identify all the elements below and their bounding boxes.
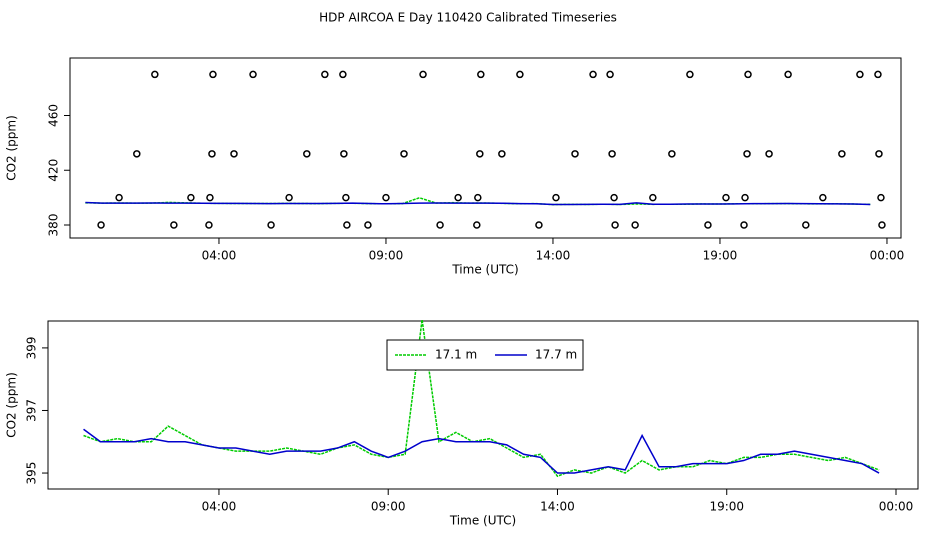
x-axis-label: Time (UTC) [449,514,516,528]
flag-point [206,193,214,202]
flag-point [170,221,178,229]
flag-point [722,193,730,202]
flag-point [571,150,579,158]
flag-point [740,221,748,229]
flag-point [878,221,886,229]
flag-point [608,150,616,158]
x-tick-label: 00:00 [870,249,905,263]
chart-title: HDP AIRCOA E Day 110420 Calibrated Times… [319,11,617,25]
x-tick-label: 09:00 [371,500,406,514]
flag-point [743,150,751,158]
flag-point [819,193,827,202]
flag-point [285,193,293,202]
flag-point [342,193,350,202]
flag-point [267,221,275,229]
flag-point [552,193,560,202]
x-axis-label: Time (UTC) [451,263,518,277]
flag-point [649,193,657,202]
legend-label: 17.7 m [535,348,577,362]
flag-point [875,150,883,158]
flag-point [400,150,408,158]
flag-point [802,221,810,229]
flag-point [765,150,773,158]
legend: 17.1 m 17.7 m [386,339,584,371]
x-tick-label: 09:00 [369,249,404,263]
plot-frame [69,57,902,239]
series-line [85,201,871,206]
x-tick-label: 04:00 [202,249,237,263]
flag-point [230,150,238,158]
flag-point [741,193,749,202]
flag-point [784,70,792,79]
flag-point [631,221,639,229]
flag-point [589,70,597,79]
flag-point [364,221,372,229]
flag-point [668,150,676,158]
flag-point [535,221,543,229]
flag-point [187,193,195,202]
flag-point [340,150,348,158]
flag-point [838,150,846,158]
y-tick-label: 380 [47,214,61,237]
x-tick-label: 04:00 [202,500,237,514]
y-tick-label: 395 [25,462,39,485]
series-line [83,428,880,474]
flag-point [343,221,351,229]
x-tick-label: 14:00 [536,249,571,263]
flag-point [606,70,614,79]
flag-point [610,193,618,202]
flag-point [205,221,213,229]
flag-point [686,70,694,79]
y-tick-label: 399 [25,336,39,359]
flag-point [856,70,864,79]
flag-point [339,70,347,79]
flag-point [419,70,427,79]
flag-point [704,221,712,229]
flag-point [477,70,485,79]
x-tick-label: 14:00 [540,500,575,514]
flag-point [476,150,484,158]
flag-point [516,70,524,79]
x-tick-label: 00:00 [879,500,914,514]
flag-point [436,221,444,229]
flag-point [209,70,217,79]
y-tick-label: 397 [25,399,39,422]
flag-point [877,193,885,202]
y-axis-label: CO2 (ppm) [5,372,19,438]
flag-point [874,70,882,79]
y-tick-label: 420 [47,159,61,182]
y-tick-label: 460 [47,104,61,127]
x-tick-label: 19:00 [709,500,744,514]
x-tick-label: 19:00 [703,249,738,263]
flag-point [303,150,311,158]
flag-point [249,70,257,79]
flag-point [208,150,216,158]
y-axis-label: CO2 (ppm) [5,115,19,181]
plot-frame [47,320,919,490]
flag-point [151,70,159,79]
flag-point [611,221,619,229]
flag-point [744,70,752,79]
flag-point [382,193,390,202]
flag-point [454,193,462,202]
flag-point [133,150,141,158]
flag-point [97,221,105,229]
flag-point [474,193,482,202]
flag-point [321,70,329,79]
legend-label: 17.1 m [435,348,477,362]
flag-point [473,221,481,229]
flag-point [115,193,123,202]
flag-point [498,150,506,158]
